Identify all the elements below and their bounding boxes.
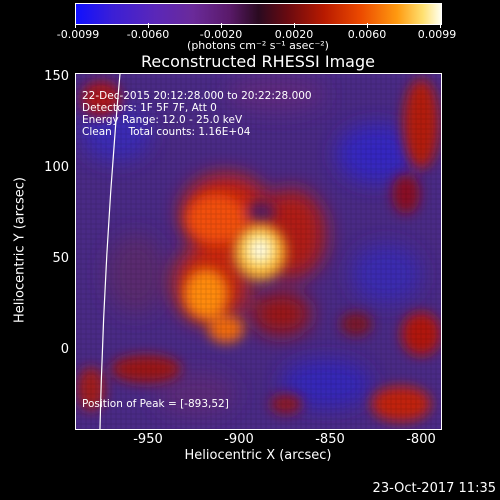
colorbar-tick [367, 23, 368, 28]
x-tick-label: -950 [133, 432, 163, 447]
colorbar-tick [75, 23, 76, 28]
colorbar-units: (photons cm⁻² s⁻¹ asec⁻²) [187, 39, 329, 52]
x-axis-label: Heliocentric X (arcsec) [184, 448, 332, 463]
rhessi-image-map [76, 74, 441, 429]
colorbar-tick-label: -0.0099 [56, 28, 100, 41]
x-tick-label: -800 [406, 432, 436, 447]
colorbar-tick-label: 0.0060 [347, 28, 387, 41]
colorbar [75, 3, 442, 25]
plot-area: 22-Dec-2015 20:12:28.000 to 20:22:28.000… [75, 73, 442, 430]
colorbar-tick [440, 23, 441, 28]
clean-counts-label: Clean Total counts: 1.16E+04 [82, 126, 251, 138]
energy-range-label: Energy Range: 12.0 - 25.0 keV [82, 114, 243, 126]
colorbar-tick-label: 0.0099 [417, 28, 457, 41]
y-tick-label: 100 [44, 160, 69, 175]
solar-limb-line [99, 74, 121, 429]
colorbar-tick [148, 23, 149, 28]
x-tick-label: -850 [315, 432, 345, 447]
image-title: Reconstructed RHESSI Image [141, 52, 375, 71]
y-axis-label: Heliocentric Y (arcsec) [12, 177, 28, 323]
y-tick-label: 50 [52, 251, 69, 266]
colorbar-tick-label: -0.0020 [199, 28, 243, 41]
footer-timestamp: 23-Oct-2017 11:35 [372, 481, 496, 496]
colorbar-tick [294, 23, 295, 28]
colorbar-tick-label: -0.0060 [126, 28, 170, 41]
detectors-label: Detectors: 1F 5F 7F, Att 0 [82, 102, 217, 114]
x-tick-label: -900 [224, 432, 254, 447]
peak-position-label: Position of Peak = [-893,52] [82, 398, 229, 410]
time-range-label: 22-Dec-2015 20:12:28.000 to 20:22:28.000 [82, 90, 312, 102]
colorbar-tick [221, 23, 222, 28]
y-tick-label: 150 [44, 69, 69, 84]
colorbar-tick-label: 0.0020 [274, 28, 314, 41]
y-tick-label: 0 [60, 342, 69, 357]
